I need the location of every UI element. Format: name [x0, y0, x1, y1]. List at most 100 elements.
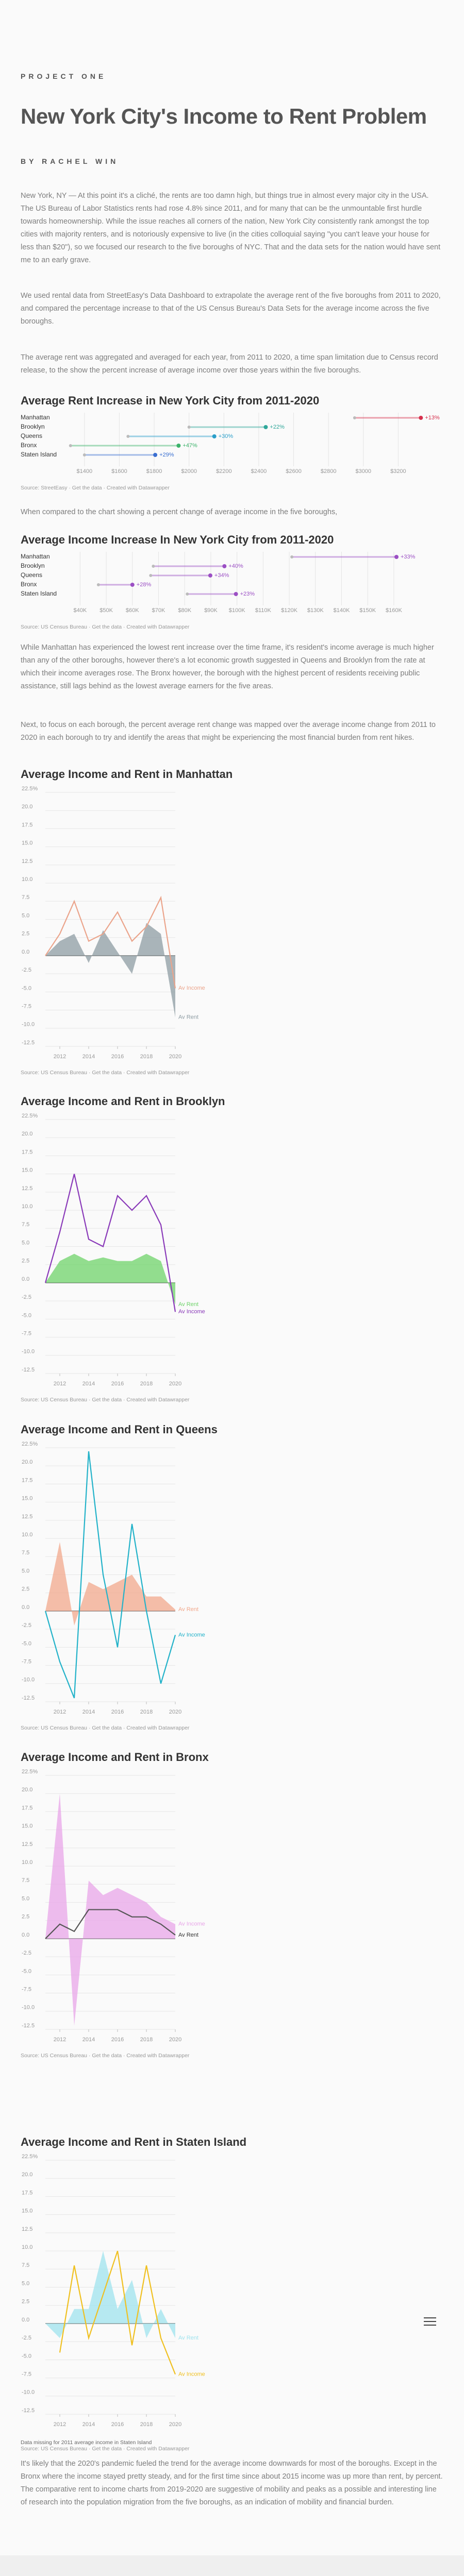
y-tick-label: -2.5: [22, 1950, 31, 1956]
y-tick-label: 10.0: [22, 1532, 32, 1538]
y-tick-label: 22.5%: [22, 2154, 38, 2160]
series-label: Av Income: [178, 1632, 205, 1638]
chart-title: Average Income and Rent in Staten Island: [21, 2136, 247, 2148]
source: Source: US Census Bureau · Get the data …: [21, 2053, 190, 2059]
source: Source: US Census Bureau · Get the data …: [21, 1397, 190, 1403]
footer: [0, 2555, 464, 2576]
x-tick-label: $3200: [390, 468, 406, 474]
y-tick-label: 10.0: [22, 1859, 32, 1866]
x-tick-label: $150K: [359, 607, 376, 614]
x-tick-label: $2800: [321, 468, 337, 474]
x-tick-label: 2016: [111, 2421, 124, 2428]
row-label: Bronx: [21, 581, 37, 588]
y-tick-label: -5.0: [22, 1968, 31, 1974]
x-tick-label: $130K: [307, 607, 324, 614]
x-tick-label: $120K: [281, 607, 297, 614]
y-tick-label: 7.5: [22, 1550, 29, 1556]
y-tick-label: 17.5: [22, 822, 32, 828]
y-tick-label: -7.5: [22, 2371, 31, 2377]
y-tick-label: 0.0: [22, 1604, 29, 1611]
menu-icon[interactable]: [423, 2316, 437, 2327]
menu-bar: [424, 2321, 436, 2322]
y-tick-label: 17.5: [22, 2190, 32, 2196]
x-tick-label: $60K: [126, 607, 139, 614]
x-tick-label: $100K: [229, 607, 245, 614]
line: [44, 1451, 176, 1699]
area: [45, 923, 175, 1018]
x-tick-label: 2014: [82, 2037, 95, 2043]
line: [44, 1174, 176, 1312]
row-label: Bronx: [21, 442, 37, 449]
paragraph: While Manhattan has experienced the lowe…: [21, 643, 434, 690]
start-dot: [126, 435, 130, 438]
x-tick-label: 2012: [54, 2037, 66, 2043]
chart-title: Average Income and Rent in Bronx: [21, 1751, 209, 1764]
y-tick-label: 10.0: [22, 1204, 32, 1210]
series-label: Av Income: [178, 985, 205, 991]
menu-bar: [424, 2325, 436, 2326]
y-tick-label: 15.0: [22, 840, 32, 846]
y-tick-label: -10.0: [22, 1677, 35, 1683]
source: Source: US Census Bureau · Get the data …: [21, 2446, 190, 2452]
y-tick-label: -12.5: [22, 1040, 35, 1046]
change-label: +47%: [183, 443, 197, 449]
start-dot: [152, 565, 155, 568]
y-tick-label: 0.0: [22, 1932, 29, 1938]
y-tick-label: 7.5: [22, 1877, 29, 1884]
y-tick-label: 15.0: [22, 1167, 32, 1174]
y-tick-label: 20.0: [22, 2172, 32, 2178]
staten-island-chart: Average Income and Rent in Staten Island…: [21, 2136, 443, 2452]
y-tick-label: 15.0: [22, 2208, 32, 2214]
y-tick-label: -10.0: [22, 2005, 35, 2011]
chart: 22.5% 20.0 17.5 15.0 12.5 10.0 7.5 5.0 2.5 0.0 -2.…: [22, 2154, 205, 2428]
y-tick-label: 22.5%: [22, 1113, 38, 1119]
y-tick-label: 12.5: [22, 858, 32, 865]
series-label: Av Rent: [178, 1932, 198, 1938]
x-tick-label: $1600: [111, 468, 127, 474]
series-label: Av Income: [178, 1309, 205, 1315]
y-tick-label: 12.5: [22, 2226, 32, 2232]
y-tick-label: 12.5: [22, 1185, 32, 1192]
x-tick-label: 2014: [82, 1709, 95, 1715]
chart: 22.5% 20.0 17.5 15.0 12.5 10.0 7.5 5.0 2.5 0.0 -2.…: [22, 1441, 205, 1715]
start-dot: [187, 426, 191, 429]
row-label: Staten Island: [21, 451, 57, 458]
y-tick-label: -7.5: [22, 1986, 31, 1992]
y-tick-label: 10.0: [22, 876, 32, 883]
byline: BY RACHEL WIN: [21, 157, 119, 165]
y-tick-label: 5.0: [22, 1895, 29, 1902]
y-tick-label: -10.0: [22, 1349, 35, 1355]
y-tick-label: 2.5: [22, 1914, 29, 1920]
x-tick-label: $1800: [146, 468, 162, 474]
x-tick-label: 2016: [111, 2037, 124, 2043]
chart-title: Average Income Increase In New York City…: [21, 533, 334, 546]
x-tick-label: $160K: [386, 607, 402, 614]
y-tick-label: -5.0: [22, 1312, 31, 1318]
line: [45, 895, 176, 989]
chart-title: Average Income and Rent in Brooklyn: [21, 1095, 225, 1108]
y-tick-label: -2.5: [22, 2335, 31, 2341]
x-tick-label: 2016: [111, 1381, 124, 1387]
series-label: Av Rent: [178, 1606, 198, 1613]
y-tick-label: -12.5: [22, 1695, 35, 1701]
y-tick-label: 20.0: [22, 1131, 32, 1137]
area: [45, 1253, 175, 1305]
row-label: Manhattan: [21, 553, 50, 560]
menu-bar: [424, 2317, 436, 2318]
y-tick-label: 20.0: [22, 804, 32, 810]
area: [45, 1542, 175, 1626]
chart-title: Average Rent Increase in New York City f…: [21, 394, 320, 407]
y-tick-label: -5.0: [22, 1640, 31, 1647]
y-tick-label: 7.5: [22, 1222, 29, 1228]
end-dot: [176, 444, 181, 448]
x-tick-label: $2000: [181, 468, 197, 474]
start-dot: [186, 592, 189, 596]
series-label: Av Rent: [178, 1014, 198, 1021]
x-tick-label: $2200: [216, 468, 232, 474]
start-dot: [149, 574, 153, 577]
kicker: PROJECT ONE: [21, 72, 107, 80]
x-tick-label: $70K: [152, 607, 165, 614]
x-tick-label: 2018: [140, 1381, 153, 1387]
y-tick-label: 5.0: [22, 1240, 29, 1246]
y-tick-label: -7.5: [22, 1658, 31, 1665]
